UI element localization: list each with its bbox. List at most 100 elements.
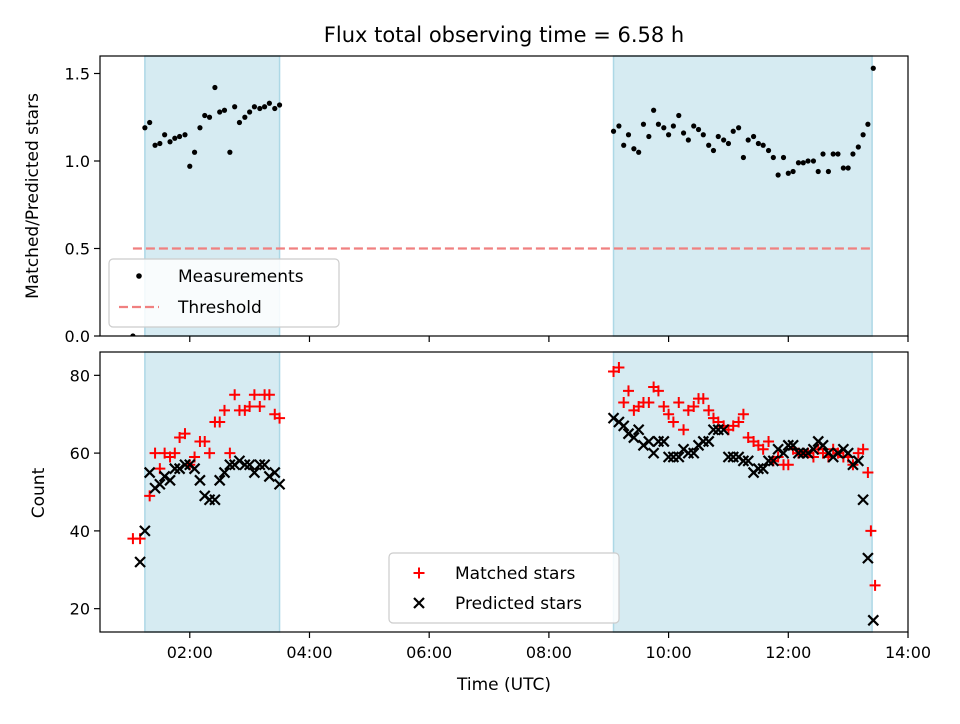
matched-star-point (214, 416, 226, 428)
matched-star-point (244, 400, 256, 412)
predicted-star-point (164, 474, 176, 487)
measurement-point (142, 125, 148, 131)
measurement-point (730, 128, 736, 134)
measurement-point (217, 109, 223, 115)
top-panel-y-axis: 0.0 0.5 1.0 1.5 (65, 65, 100, 346)
panel-frame (99, 351, 909, 633)
top-panel-ylabel: Matched/Predicted stars (23, 93, 43, 299)
measurement-point (247, 109, 253, 115)
matched-star-point (229, 389, 241, 401)
measurement-point (780, 154, 787, 161)
predicted-star-point (752, 462, 765, 475)
matched-star-point (169, 447, 181, 459)
top-panel-legend: Measurements Threshold (108, 258, 340, 328)
predicted-star-point (662, 451, 675, 463)
measurement-point (685, 137, 691, 143)
series-predicted-stars (134, 412, 880, 627)
bottom-panel-observing-windows (144, 351, 873, 633)
predicted-star-point (194, 474, 206, 487)
measurement-point (706, 142, 712, 148)
predicted-star-point (143, 466, 156, 479)
measurement-point (795, 160, 802, 166)
measurement-point (736, 125, 742, 131)
measurement-point (625, 132, 632, 138)
predicted-star-point (842, 447, 854, 459)
bottom-panel-legend: Matched stars Predicted stars (388, 552, 620, 624)
predicted-star-point (767, 455, 780, 467)
predicted-star-point (273, 478, 286, 490)
measurement-point (725, 140, 732, 147)
predicted-star-point (737, 455, 750, 467)
predicted-star-point (647, 447, 660, 459)
measurement-point (251, 104, 258, 110)
predicted-star-point (702, 435, 715, 448)
measurement-point (616, 123, 622, 129)
predicted-star-point (154, 478, 166, 490)
measurement-point (820, 151, 826, 157)
observing-window-2 (612, 55, 873, 337)
measurement-point (765, 147, 772, 154)
measurement-point (855, 144, 861, 150)
predicted-star-point (643, 435, 655, 448)
measurement-point (721, 137, 727, 143)
measurement-point (715, 133, 721, 140)
measurement-point (157, 140, 163, 147)
top-panel-measurement-points (130, 65, 876, 336)
predicted-star-point (862, 552, 874, 564)
matched-star-point (865, 525, 877, 537)
predicted-star-point (797, 447, 810, 459)
measurement-point (631, 146, 637, 152)
predicted-star-point (852, 455, 865, 467)
matched-star-point (652, 385, 664, 397)
y-tick-label: 40 (70, 522, 90, 541)
measurement-point (221, 107, 228, 113)
predicted-star-point (218, 466, 231, 479)
measurement-point (655, 121, 662, 127)
predicted-star-point (672, 451, 685, 463)
measurement-point (152, 142, 158, 148)
matched-star-point (149, 447, 161, 459)
matched-star-point (204, 447, 216, 459)
y-tick-label: 20 (70, 600, 90, 619)
x-tick-label: 12:00 (765, 643, 811, 662)
predicted-star-point (139, 525, 151, 537)
predicted-star-point (209, 494, 221, 506)
matched-star-point (254, 400, 266, 412)
measurement-point (850, 151, 856, 157)
measurement-point (621, 142, 627, 148)
predicted-star-point (254, 459, 266, 471)
matched-star-point (248, 389, 260, 401)
bottom-panel-x-axis: 02:00 04:00 06:00 08:00 10:00 12:00 14:00 (167, 632, 931, 662)
matched-star-point (763, 435, 775, 447)
measurement-point (636, 149, 642, 155)
measurement-point (810, 158, 817, 164)
measurement-point (261, 104, 268, 110)
y-tick-label: 0.0 (65, 327, 90, 346)
measurement-point (750, 133, 757, 140)
top-panel-x-ticks (189, 336, 909, 342)
matched-star-point (857, 443, 869, 455)
matched-star-point (618, 397, 630, 409)
y-tick-label: 60 (70, 444, 90, 463)
predicted-star-point (243, 459, 256, 471)
predicted-star-point (188, 462, 201, 475)
measurement-point (167, 139, 173, 145)
predicted-star-point (782, 439, 795, 452)
measurement-point (187, 163, 193, 169)
predicted-star-point (268, 466, 281, 479)
measurement-point (835, 151, 841, 157)
legend-predicted-marker (413, 597, 425, 609)
measurement-point (710, 147, 717, 154)
legend-measurements-label: Measurements (178, 267, 304, 287)
x-tick-label: 02:00 (167, 643, 213, 662)
legend-box (108, 258, 340, 328)
measurement-point (800, 160, 806, 166)
bottom-panel-points (127, 362, 881, 627)
matched-star-point (733, 416, 745, 428)
predicted-star-point (762, 455, 775, 467)
measurement-point (830, 151, 836, 157)
predicted-star-point (867, 614, 880, 627)
predicted-star-point (777, 447, 790, 459)
predicted-star-point (787, 439, 799, 452)
matched-star-point (274, 412, 286, 424)
